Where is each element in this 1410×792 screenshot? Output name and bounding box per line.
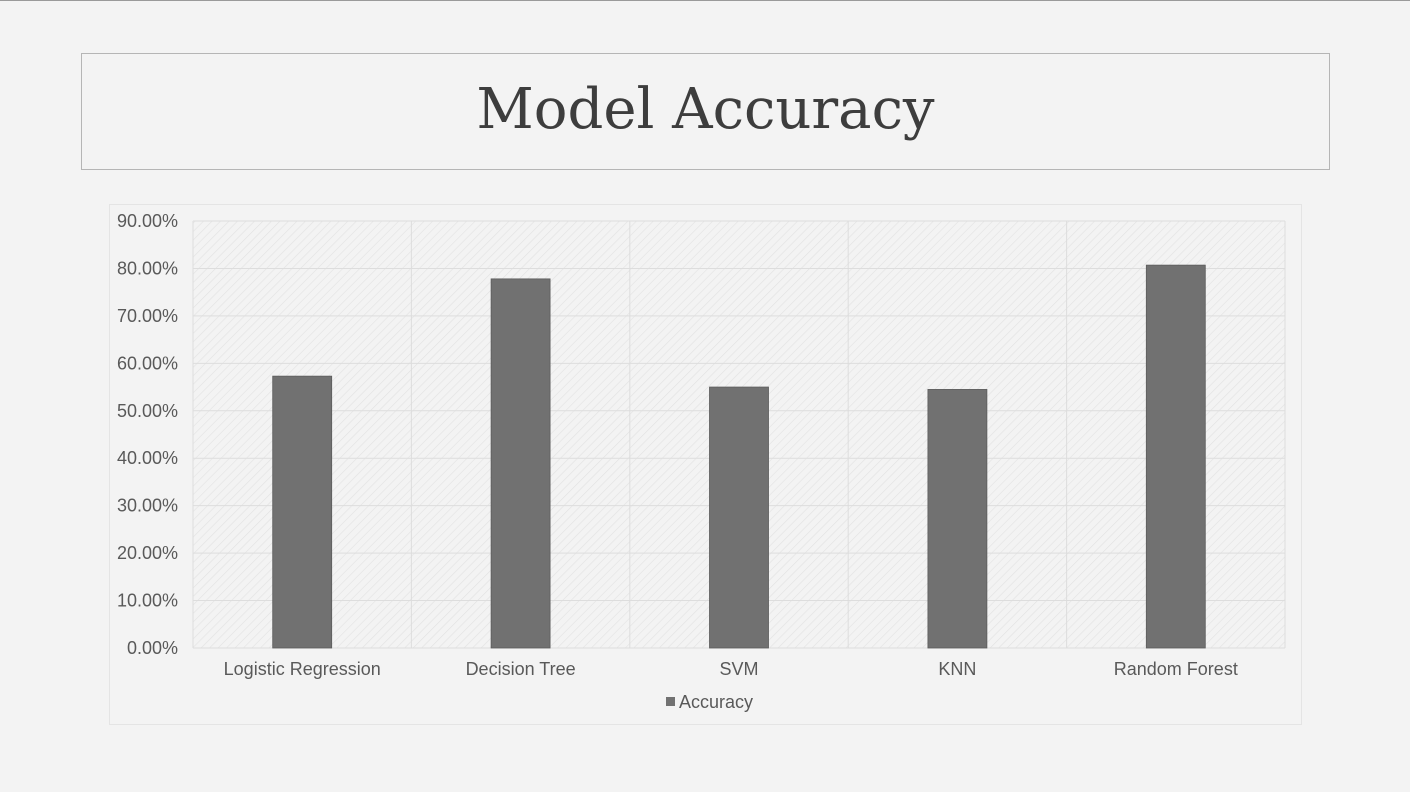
top-rule [0, 0, 1410, 1]
bar-decision-tree [490, 278, 551, 649]
y-tick-label: 60.00% [117, 353, 178, 373]
y-tick-label: 70.00% [117, 306, 178, 326]
y-tick-label: 0.00% [127, 638, 178, 658]
legend-swatch [666, 697, 675, 706]
x-axis-ticks: Logistic Regression Decision Tree SVM KNN Ra… [224, 659, 1238, 679]
y-tick-label: 40.00% [117, 448, 178, 468]
chart-title: Model Accuracy [476, 77, 935, 142]
x-tick-label: Logistic Regression [224, 659, 381, 679]
x-tick-label: Random Forest [1114, 659, 1238, 679]
x-tick-label: KNN [938, 659, 976, 679]
bars [272, 264, 1206, 649]
y-tick-label: 90.00% [117, 211, 178, 231]
bar-knn [927, 389, 988, 649]
bar-random-forest [1145, 264, 1206, 649]
y-tick-label: 50.00% [117, 401, 178, 421]
x-tick-label: SVM [719, 659, 758, 679]
x-tick-label: Decision Tree [466, 659, 576, 679]
y-tick-label: 10.00% [117, 591, 178, 611]
title-box: Model Accuracy [81, 53, 1330, 170]
y-tick-label: 30.00% [117, 496, 178, 516]
bar-svm [709, 386, 769, 649]
bar-logistic-regression [272, 375, 333, 649]
chart-frame [109, 204, 1302, 725]
y-axis-ticks: 0.00% 10.00% 20.00% 30.00% 40.00% 50.00% 60.00… [117, 211, 178, 658]
legend-label: Accuracy [679, 692, 753, 712]
y-tick-label: 80.00% [117, 258, 178, 278]
legend: Accuracy [666, 692, 753, 712]
y-tick-label: 20.00% [117, 543, 178, 563]
